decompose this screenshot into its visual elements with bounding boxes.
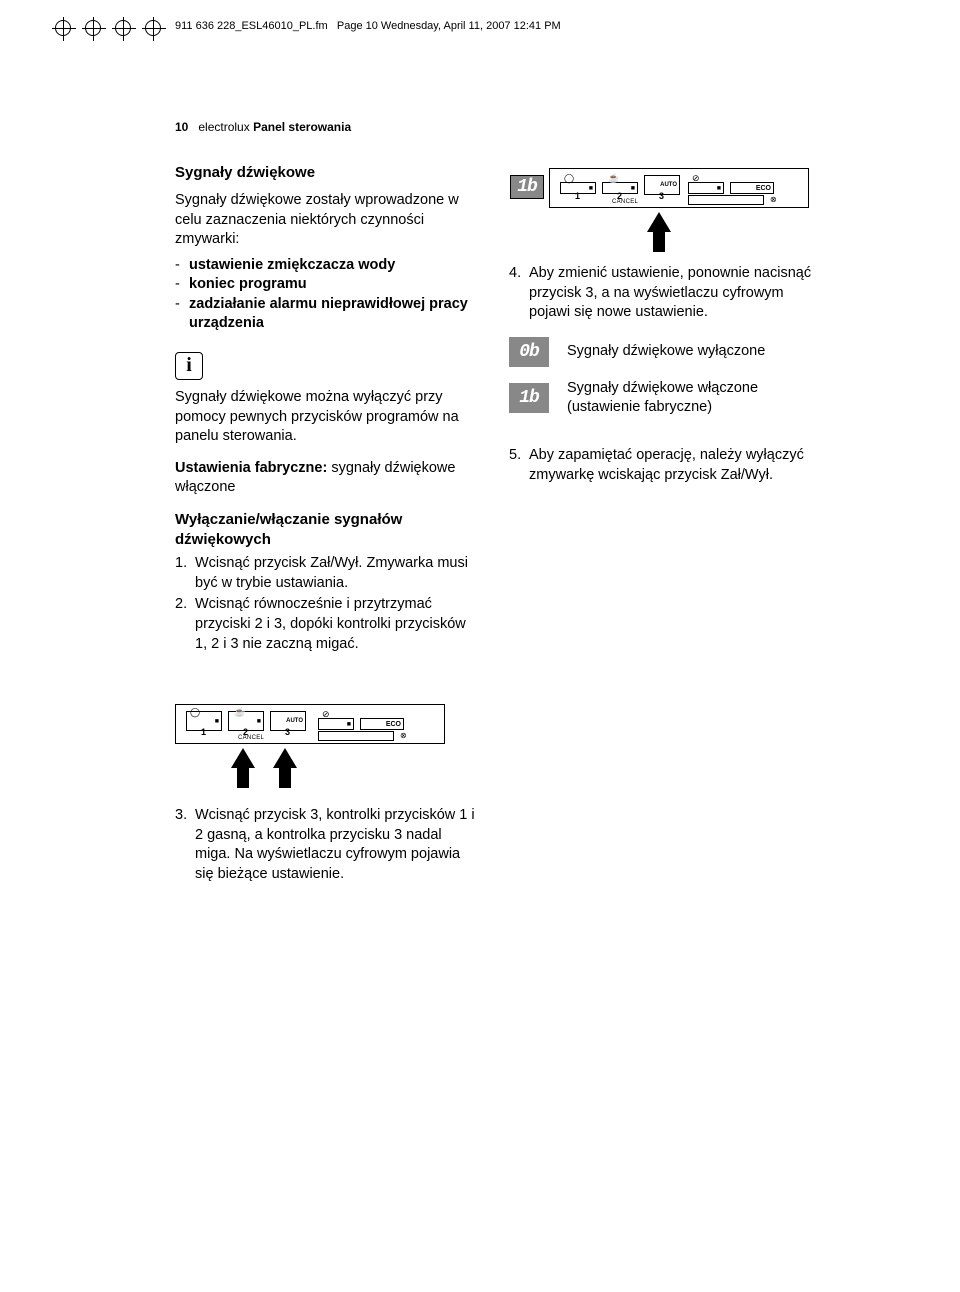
panel-num-1: 1 bbox=[575, 191, 580, 201]
file-header: 911 636 228_ESL46010_PL.fm Page 10 Wedne… bbox=[175, 20, 561, 32]
cancel-label: CANCEL bbox=[238, 735, 264, 741]
digital-display: 1b bbox=[510, 175, 544, 199]
display-value: 1b bbox=[519, 388, 539, 408]
crop-marks bbox=[55, 20, 161, 36]
step-item: 1.Wcisnąć przycisk Zał/Wył. Zmywarka mus… bbox=[175, 554, 481, 593]
cancel-label: CANCEL bbox=[612, 199, 638, 205]
bullet-item: zadziałanie alarmu nieprawidłowej pracy … bbox=[175, 295, 481, 334]
setting-description: Sygnały dźwiękowe wyłączone bbox=[567, 342, 765, 361]
panel-num-1: 1 bbox=[201, 727, 206, 737]
arrow-up-icon bbox=[647, 212, 671, 232]
setting-description: Sygnały dźwiękowe włączone (ustawienie f… bbox=[567, 379, 815, 417]
info-paragraph: Sygnały dźwiękowe można wyłączyć przy po… bbox=[175, 388, 481, 447]
control-panel: 1b ■ ◯ 1 ■ ☕ 2 AUTO 3 CANCEL ■ ⊘ ECO ⊗ bbox=[549, 168, 809, 208]
crop-mark-icon bbox=[55, 20, 71, 36]
digital-display: 0b bbox=[509, 337, 549, 367]
settings-row: 1b Sygnały dźwiękowe włączone (ustawieni… bbox=[509, 379, 815, 417]
settings-table: 0b Sygnały dźwiękowe wyłączone 1b Sygnał… bbox=[509, 337, 815, 429]
bullet-item: koniec programu bbox=[175, 275, 481, 295]
page-content: 10 electrolux Panel sterowania Sygnały d… bbox=[175, 120, 815, 886]
cup-icon: ☕ bbox=[234, 707, 245, 718]
panel-indicator-bar bbox=[318, 731, 394, 741]
digital-display: 1b bbox=[509, 383, 549, 413]
step-5-list: 5.Aby zapamiętać operację, należy wyłącz… bbox=[509, 446, 815, 485]
toggle-heading: Wyłączanie/włączanie sygnałów dźwiękowyc… bbox=[175, 510, 481, 551]
step-item: 3.Wcisnąć przycisk 3, kontrolki przycisk… bbox=[175, 806, 481, 884]
pot-icon: ⊘ bbox=[322, 709, 330, 720]
cup-icon: ☕ bbox=[608, 173, 619, 184]
panel-button-eco: ECO bbox=[360, 718, 404, 730]
panel-figure-two-arrows: ■ ◯ 1 ■ ☕ 2 AUTO 3 CANCEL ■ ⊘ ECO ⊗ bbox=[175, 704, 481, 768]
pot-icon: ⊘ bbox=[692, 173, 700, 184]
bullet-item: ustawienie zmiękczacza wody bbox=[175, 256, 481, 276]
page-number: 10 bbox=[175, 120, 188, 134]
bullet-list: ustawienie zmiękczacza wody koniec progr… bbox=[175, 256, 481, 334]
panel-button-eco: ECO bbox=[730, 182, 774, 194]
factory-setting: Ustawienia fabryczne: sygnały dźwiękowe … bbox=[175, 459, 481, 498]
panel-indicator-bar bbox=[688, 195, 764, 205]
arrow-up-icon bbox=[273, 748, 297, 768]
arrow-up-icon bbox=[231, 748, 255, 768]
settings-row: 0b Sygnały dźwiękowe wyłączone bbox=[509, 337, 815, 367]
clock-icon: ◯ bbox=[564, 173, 574, 184]
clock-icon: ◯ bbox=[190, 707, 200, 718]
control-panel: ■ ◯ 1 ■ ☕ 2 AUTO 3 CANCEL ■ ⊘ ECO ⊗ bbox=[175, 704, 445, 744]
display-value: 0b bbox=[519, 342, 539, 362]
filename: 911 636 228_ESL46010_PL.fm bbox=[175, 20, 328, 32]
crop-mark-icon bbox=[85, 20, 101, 36]
left-column: Sygnały dźwiękowe Sygnały dźwiękowe zost… bbox=[175, 164, 481, 886]
display-value: 1b bbox=[517, 177, 537, 197]
section-name: Panel sterowania bbox=[253, 120, 351, 134]
brand: electrolux bbox=[198, 120, 249, 134]
info-icon: i bbox=[175, 352, 203, 380]
lock-icon: ⊗ bbox=[770, 195, 777, 204]
factory-label: Ustawienia fabryczne: bbox=[175, 460, 327, 476]
step-4-list: 4.Aby zmienić ustawienie, ponownie nacis… bbox=[509, 264, 815, 323]
panel-num-3: 3 bbox=[659, 191, 664, 201]
right-column: 1b ■ ◯ 1 ■ ☕ 2 AUTO 3 CANCEL ■ ⊘ ECO ⊗ bbox=[509, 164, 815, 886]
crop-mark-icon bbox=[145, 20, 161, 36]
section-title: Sygnały dźwiękowe bbox=[175, 164, 481, 181]
panel-num-3: 3 bbox=[285, 727, 290, 737]
lock-icon: ⊗ bbox=[400, 731, 407, 740]
step-item: 4.Aby zmienić ustawienie, ponownie nacis… bbox=[509, 264, 815, 323]
page-info: Page 10 Wednesday, April 11, 2007 12:41 … bbox=[337, 20, 561, 32]
step-item: 5.Aby zapamiętać operację, należy wyłącz… bbox=[509, 446, 815, 485]
intro-text: Sygnały dźwiękowe zostały wprowadzone w … bbox=[175, 191, 481, 250]
running-header: 10 electrolux Panel sterowania bbox=[175, 120, 815, 134]
panel-figure-display: 1b ■ ◯ 1 ■ ☕ 2 AUTO 3 CANCEL ■ ⊘ ECO ⊗ bbox=[549, 168, 815, 232]
steps-list: 1.Wcisnąć przycisk Zał/Wył. Zmywarka mus… bbox=[175, 554, 481, 654]
step-3-list: 3.Wcisnąć przycisk 3, kontrolki przycisk… bbox=[175, 806, 481, 884]
step-item: 2.Wcisnąć równocześnie i przytrzymać prz… bbox=[175, 595, 481, 654]
crop-mark-icon bbox=[115, 20, 131, 36]
